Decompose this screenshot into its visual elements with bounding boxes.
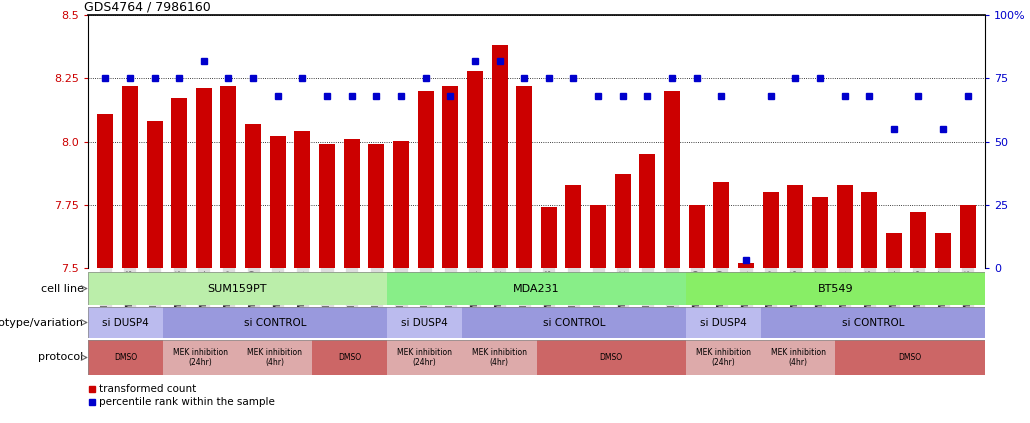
Text: percentile rank within the sample: percentile rank within the sample bbox=[99, 397, 275, 407]
Bar bbox=[640, 154, 655, 268]
Bar bbox=[516, 86, 533, 268]
Text: si CONTROL: si CONTROL bbox=[244, 318, 306, 327]
Text: MEK inhibition
(4hr): MEK inhibition (4hr) bbox=[472, 348, 526, 367]
Bar bbox=[861, 192, 878, 268]
Bar bbox=[387, 307, 461, 338]
Bar bbox=[88, 340, 163, 375]
Bar bbox=[835, 340, 985, 375]
Bar bbox=[387, 272, 686, 305]
Text: DMSO: DMSO bbox=[899, 353, 922, 362]
Bar bbox=[344, 139, 359, 268]
Bar bbox=[886, 233, 902, 268]
Text: MEK inhibition
(24hr): MEK inhibition (24hr) bbox=[173, 348, 228, 367]
Text: si CONTROL: si CONTROL bbox=[842, 318, 904, 327]
Bar bbox=[541, 207, 557, 268]
Text: MEK inhibition
(4hr): MEK inhibition (4hr) bbox=[770, 348, 826, 367]
Bar bbox=[686, 272, 985, 305]
Text: protocol: protocol bbox=[38, 352, 83, 363]
Bar bbox=[122, 86, 138, 268]
Text: DMSO: DMSO bbox=[338, 353, 362, 362]
Text: MEK inhibition
(24hr): MEK inhibition (24hr) bbox=[397, 348, 452, 367]
Bar bbox=[163, 340, 238, 375]
Bar bbox=[442, 86, 458, 268]
Bar bbox=[461, 340, 537, 375]
Bar bbox=[295, 132, 310, 268]
Bar bbox=[787, 184, 803, 268]
Bar bbox=[387, 340, 461, 375]
Bar bbox=[664, 91, 680, 268]
Text: SUM159PT: SUM159PT bbox=[208, 283, 267, 294]
Text: genotype/variation: genotype/variation bbox=[0, 318, 83, 327]
Bar bbox=[270, 137, 285, 268]
Bar bbox=[171, 99, 187, 268]
Bar bbox=[762, 192, 779, 268]
Text: si DUSP4: si DUSP4 bbox=[401, 318, 448, 327]
Text: si DUSP4: si DUSP4 bbox=[102, 318, 148, 327]
Bar bbox=[960, 205, 975, 268]
Bar bbox=[686, 307, 761, 338]
Text: MEK inhibition
(24hr): MEK inhibition (24hr) bbox=[696, 348, 751, 367]
Bar bbox=[935, 233, 951, 268]
Bar bbox=[163, 307, 387, 338]
Bar bbox=[196, 88, 212, 268]
Bar bbox=[714, 182, 729, 268]
Text: DMSO: DMSO bbox=[113, 353, 137, 362]
Bar bbox=[461, 307, 686, 338]
Text: transformed count: transformed count bbox=[99, 384, 197, 393]
Bar bbox=[737, 263, 754, 268]
Bar bbox=[393, 142, 409, 268]
Text: si CONTROL: si CONTROL bbox=[543, 318, 606, 327]
Text: BT549: BT549 bbox=[818, 283, 853, 294]
Text: si DUSP4: si DUSP4 bbox=[700, 318, 747, 327]
Bar bbox=[537, 340, 686, 375]
Text: cell line: cell line bbox=[40, 283, 83, 294]
Bar bbox=[238, 340, 312, 375]
Bar bbox=[220, 86, 237, 268]
Text: MDA231: MDA231 bbox=[513, 283, 560, 294]
Bar bbox=[761, 340, 835, 375]
Text: GDS4764 / 7986160: GDS4764 / 7986160 bbox=[83, 1, 210, 14]
Bar bbox=[686, 340, 761, 375]
Bar bbox=[590, 205, 606, 268]
Bar bbox=[97, 114, 113, 268]
Text: MEK inhibition
(4hr): MEK inhibition (4hr) bbox=[247, 348, 303, 367]
Bar bbox=[417, 91, 434, 268]
Bar bbox=[146, 121, 163, 268]
Bar bbox=[88, 307, 163, 338]
Bar bbox=[836, 184, 853, 268]
Text: DMSO: DMSO bbox=[599, 353, 623, 362]
Bar bbox=[565, 184, 582, 268]
Bar bbox=[812, 197, 828, 268]
Bar bbox=[369, 144, 384, 268]
Bar bbox=[689, 205, 705, 268]
Bar bbox=[88, 272, 387, 305]
Bar bbox=[319, 144, 335, 268]
Bar bbox=[761, 307, 985, 338]
Bar bbox=[467, 71, 483, 268]
Bar bbox=[911, 212, 926, 268]
Bar bbox=[245, 124, 262, 268]
Bar bbox=[615, 174, 630, 268]
Bar bbox=[491, 45, 508, 268]
Bar bbox=[312, 340, 387, 375]
